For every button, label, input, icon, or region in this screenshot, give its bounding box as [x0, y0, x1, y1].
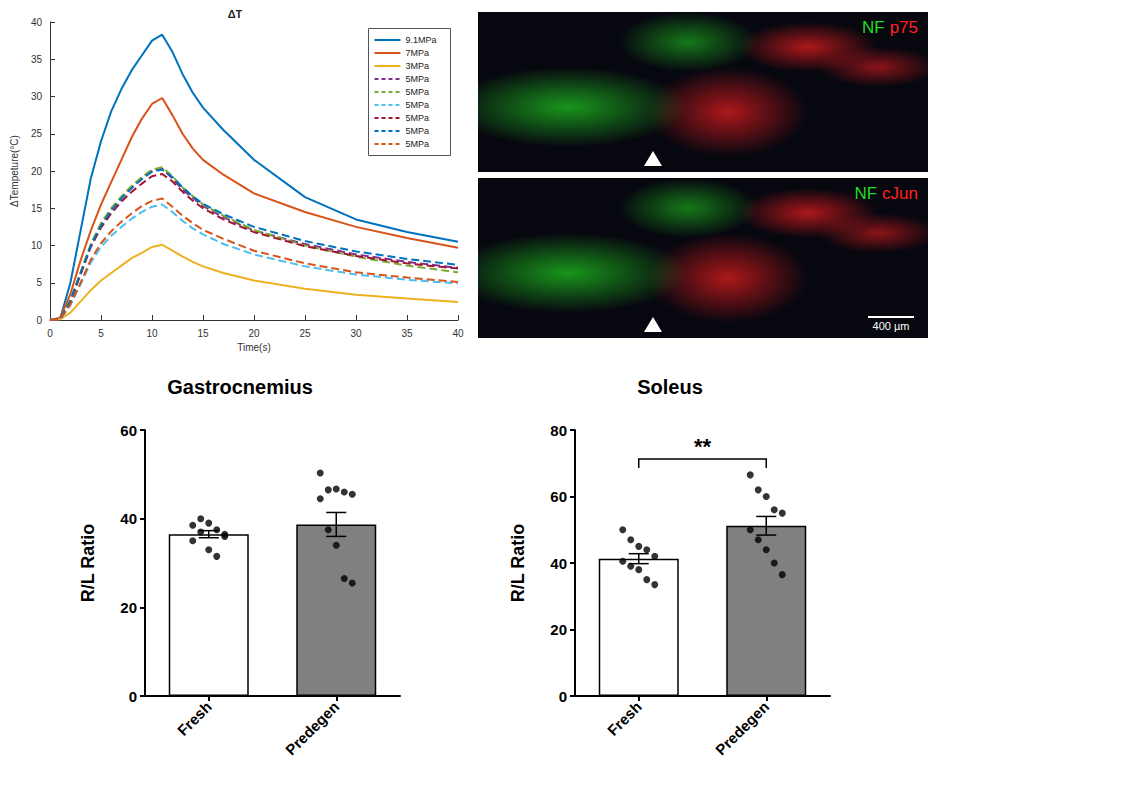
svg-text:0: 0 — [47, 328, 53, 339]
svg-text:20: 20 — [248, 328, 260, 339]
svg-text:Predegen: Predegen — [282, 698, 342, 758]
svg-text:**: ** — [694, 434, 712, 459]
svg-text:35: 35 — [31, 54, 43, 65]
svg-text:15: 15 — [31, 203, 43, 214]
html-text:NF p75: NF p75 — [862, 18, 918, 37]
svg-text:Time(s): Time(s) — [237, 342, 271, 353]
svg-text:Gastrocnemius: Gastrocnemius — [167, 376, 313, 398]
svg-text:80: 80 — [550, 422, 567, 439]
svg-text:0: 0 — [559, 688, 567, 705]
svg-text:35: 35 — [401, 328, 413, 339]
svg-text:Fresh: Fresh — [604, 698, 645, 739]
svg-text:30: 30 — [350, 328, 362, 339]
svg-text:20: 20 — [120, 599, 137, 616]
svg-text:40: 40 — [31, 17, 43, 28]
svg-text:40: 40 — [550, 555, 567, 572]
svg-text:5MPa: 5MPa — [406, 126, 430, 136]
svg-text:60: 60 — [550, 488, 567, 505]
svg-text:40: 40 — [452, 328, 464, 339]
svg-text:15: 15 — [197, 328, 209, 339]
svg-text:0: 0 — [129, 688, 137, 705]
html-text:400 µm: 400 µm — [872, 320, 910, 332]
svg-text:R/L Ratio: R/L Ratio — [508, 524, 528, 603]
svg-text:5MPa: 5MPa — [406, 87, 430, 97]
svg-text:0: 0 — [36, 315, 42, 326]
svg-text:30: 30 — [31, 91, 43, 102]
svg-text:ΔT: ΔT — [228, 8, 243, 20]
svg-text:R/L Ratio: R/L Ratio — [78, 524, 98, 603]
svg-text:25: 25 — [299, 328, 311, 339]
svg-text:5: 5 — [36, 277, 42, 288]
svg-text:Fresh: Fresh — [174, 698, 215, 739]
svg-text:20: 20 — [31, 166, 43, 177]
svg-text:7MPa: 7MPa — [406, 48, 430, 58]
svg-text:5: 5 — [98, 328, 104, 339]
svg-text:5MPa: 5MPa — [406, 139, 430, 149]
svg-text:20: 20 — [550, 621, 567, 638]
svg-text:Soleus: Soleus — [637, 376, 703, 398]
svg-text:60: 60 — [120, 422, 137, 439]
svg-text:5MPa: 5MPa — [406, 113, 430, 123]
svg-text:5MPa: 5MPa — [406, 74, 430, 84]
svg-text:9.1MPa: 9.1MPa — [406, 35, 437, 45]
svg-text:3MPa: 3MPa — [406, 61, 430, 71]
html-text:NF cJun: NF cJun — [854, 184, 918, 203]
svg-text:5MPa: 5MPa — [406, 100, 430, 110]
svg-text:25: 25 — [31, 128, 43, 139]
svg-text:40: 40 — [120, 510, 137, 527]
svg-text:ΔTempeture(°C): ΔTempeture(°C) — [9, 135, 20, 207]
svg-text:Predegen: Predegen — [712, 698, 772, 758]
svg-text:10: 10 — [31, 240, 43, 251]
svg-text:10: 10 — [146, 328, 158, 339]
